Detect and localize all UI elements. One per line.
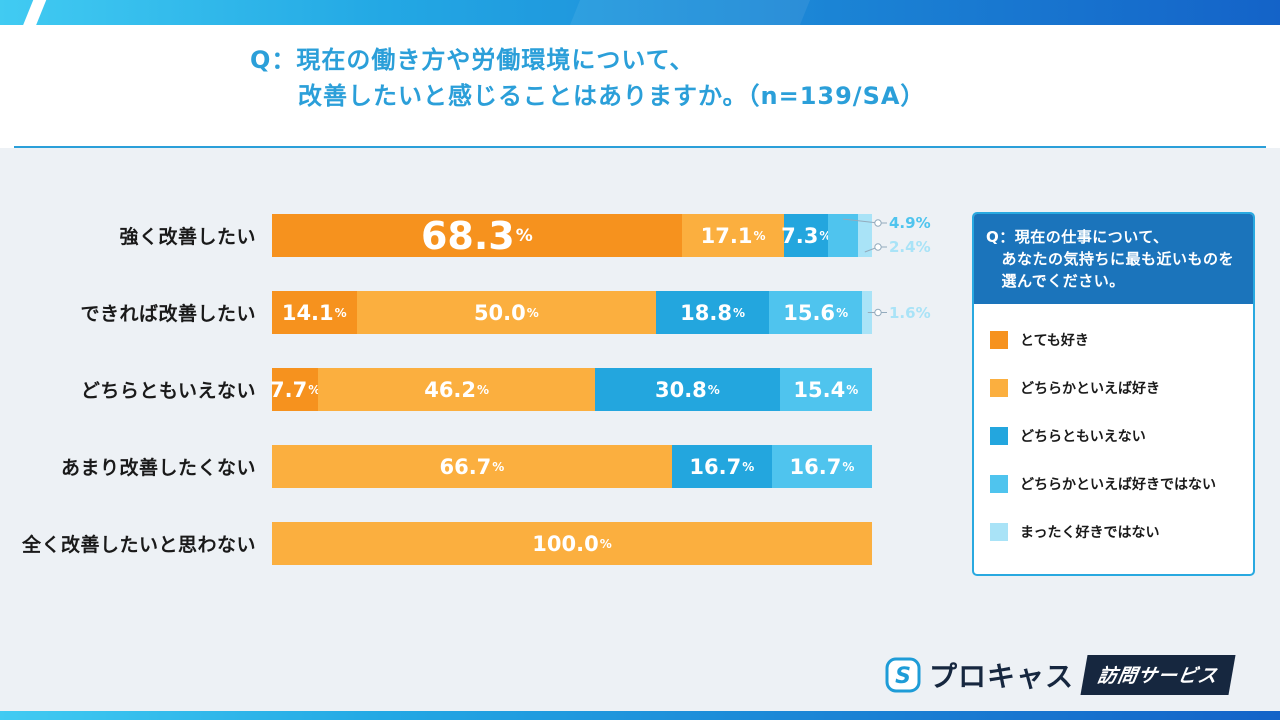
segment-percent-sign: % xyxy=(515,225,533,246)
legend-item: どちらかといえば好きではない xyxy=(990,474,1237,494)
legend-swatch xyxy=(990,379,1008,397)
segment-value: 15.4 xyxy=(793,377,846,402)
chart-row: できれば改善したい 14.1% 50.0% 18.8% 15.6% 1.6% xyxy=(20,291,931,334)
segment-percent-sign: % xyxy=(846,382,859,397)
bar-segment: 50.0% xyxy=(356,291,657,334)
segment-percent-sign: % xyxy=(742,459,755,474)
bar-track: 14.1% 50.0% 18.8% 15.6% 1.6% xyxy=(272,291,931,334)
category-label: あまり改善したくない xyxy=(60,457,256,479)
chart-row: 強く改善したい 68.3% 17.1% 7.3% 4.9% 2.4% xyxy=(20,213,931,258)
segment-value: 7.3 xyxy=(781,223,819,248)
segment-value: 50.0 xyxy=(473,300,526,325)
bar-track: 7.7% 46.2% 30.8% 15.4% xyxy=(269,368,872,411)
bar-segment: 66.7% xyxy=(272,445,672,488)
bar-segment: 16.7% xyxy=(671,445,772,488)
bar-segment: 46.2% xyxy=(318,368,596,411)
bar-segment xyxy=(862,291,872,334)
segment-value: 16.7 xyxy=(789,454,842,479)
legend-item: まったく好きではない xyxy=(990,522,1237,542)
category-label: 全く改善したいと思わない xyxy=(21,534,256,556)
segment-value: 15.6 xyxy=(783,300,836,325)
legend-label: どちらかといえば好き xyxy=(1020,381,1160,397)
segment-percent-sign: % xyxy=(842,459,855,474)
segment-percent-sign: % xyxy=(526,305,539,320)
callout-value-label: 1.6% xyxy=(889,303,931,322)
page-title: Q：現在の働き方や労働環境について、 改善したいと感じることはありますか。（n=… xyxy=(250,42,925,114)
legend-label: まったく好きではない xyxy=(1020,525,1160,541)
legend-swatch xyxy=(990,331,1008,349)
procas-logo-icon: S xyxy=(885,657,921,693)
logo-letter: S xyxy=(895,664,911,689)
bar-segment: 18.8% xyxy=(656,291,769,334)
brand-name: プロキャス xyxy=(928,660,1074,693)
legend-items: とても好きどちらかといえば好き どちらともいえないどちらかといえば好きではない まっ… xyxy=(974,304,1253,574)
bar-track: 66.7% 16.7% 16.7% xyxy=(272,445,872,488)
segment-value: 14.1 xyxy=(281,300,334,325)
segment-percent-sign: % xyxy=(492,459,505,474)
segment-value: 16.7 xyxy=(689,454,742,479)
legend-swatch xyxy=(990,427,1008,445)
callout-value-label: 2.4% xyxy=(889,238,931,256)
segment-value: 66.7 xyxy=(439,454,492,479)
segment-percent-sign: % xyxy=(732,305,745,320)
category-label: 強く改善したい xyxy=(119,226,256,248)
bar-track: 68.3% 17.1% 7.3% 4.9% 2.4% xyxy=(272,213,931,258)
chart-rows: 強く改善したい 68.3% 17.1% 7.3% 4.9% 2.4% できれば改善したい 14… xyxy=(20,213,931,565)
legend-item: どちらかといえば好き xyxy=(990,378,1237,398)
segment-value: 18.8 xyxy=(680,300,732,325)
legend-label: どちらともいえない xyxy=(1020,429,1146,445)
chart-row: どちらともいえない 7.7% 46.2% 30.8% 15.4% xyxy=(20,368,872,411)
category-label: できれば改善したい xyxy=(80,303,256,325)
segment-percent-sign: % xyxy=(707,382,720,397)
legend-title: Q：現在の仕事について、 あなたの気持ちに最も近いものを 選んでください。 xyxy=(974,214,1253,304)
bar-segment: 14.1% xyxy=(272,291,357,334)
bar-segment: 15.6% xyxy=(768,291,863,334)
segment-value: 7.7 xyxy=(269,377,308,402)
segment-percent-sign: % xyxy=(836,305,849,320)
legend-label: とても好き xyxy=(1020,333,1089,349)
chart-row: あまり改善したくない 66.7% 16.7% 16.7% xyxy=(20,445,872,488)
bar-segment: 7.3% xyxy=(781,214,831,257)
title-line-1: Q：現在の働き方や労働環境について、 xyxy=(250,46,695,74)
segment-value: 68.3 xyxy=(420,213,515,258)
title-line-2: 改善したいと感じることはありますか。（n=139/SA） xyxy=(298,82,926,110)
segment-percent-sign: % xyxy=(477,382,490,397)
bottom-decoration-strip xyxy=(0,711,1280,720)
legend-swatch xyxy=(990,523,1008,541)
segment-percent-sign: % xyxy=(334,305,347,320)
segment-percent-sign: % xyxy=(753,228,766,243)
legend-swatch xyxy=(990,475,1008,493)
bar-segment: 7.7% xyxy=(269,368,321,411)
segment-value: 17.1 xyxy=(700,223,753,248)
bar-track: 100.0% xyxy=(272,522,872,565)
segment-value: 30.8 xyxy=(654,377,707,402)
bar-segment: 100.0% xyxy=(272,522,872,565)
segment-value: 46.2 xyxy=(424,377,477,402)
bar-segment xyxy=(857,214,872,257)
bar-segment: 15.4% xyxy=(779,368,872,411)
legend-item: どちらともいえない xyxy=(990,426,1237,446)
bar-segment xyxy=(828,214,858,257)
legend-item: とても好き xyxy=(990,330,1237,350)
category-label: どちらともいえない xyxy=(80,380,256,402)
bar-segment: 17.1% xyxy=(681,214,785,257)
title-divider xyxy=(14,146,1266,148)
white-notch-decoration xyxy=(21,0,48,29)
chart-row: 全く改善したいと思わない 100.0% xyxy=(20,522,872,565)
stacked-bar-chart: 強く改善したい 68.3% 17.1% 7.3% 4.9% 2.4% できれば改善したい 14… xyxy=(20,213,931,599)
footer-logo: S プロキャス 訪問サービス xyxy=(885,654,1236,696)
bar-segment: 68.3% xyxy=(272,213,682,258)
segment-value: 100.0 xyxy=(532,531,599,556)
bar-segment: 16.7% xyxy=(771,445,872,488)
strip-shade-decoration xyxy=(569,0,811,25)
segment-percent-sign: % xyxy=(599,536,612,551)
legend-label: どちらかといえば好きではない xyxy=(1020,477,1216,493)
callout-value-label: 4.9% xyxy=(889,214,931,232)
segment-percent-sign: % xyxy=(308,382,321,397)
top-decoration-strip xyxy=(0,0,1280,29)
legend-panel: Q：現在の仕事について、 あなたの気持ちに最も近いものを 選んでください。 とて… xyxy=(972,212,1255,576)
service-badge: 訪問サービス xyxy=(1080,655,1236,695)
bar-segment: 30.8% xyxy=(595,368,780,411)
